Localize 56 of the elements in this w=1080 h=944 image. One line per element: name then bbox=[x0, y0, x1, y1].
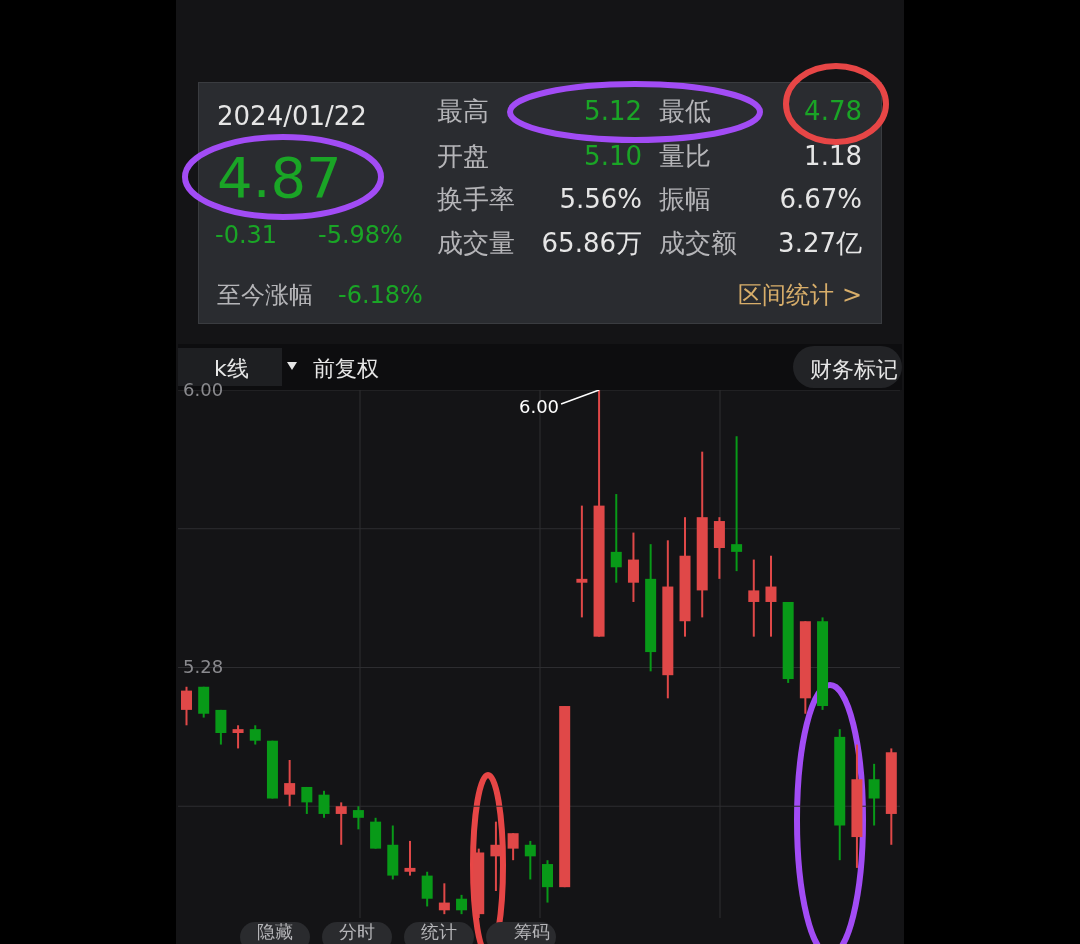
candlestick bbox=[507, 832, 519, 862]
text: -5.98% bbox=[318, 221, 403, 249]
text: -0.31 bbox=[215, 221, 278, 249]
text: 4.78 bbox=[804, 96, 862, 126]
candlestick bbox=[765, 554, 777, 638]
candlestick bbox=[456, 893, 468, 916]
candlestick bbox=[284, 758, 296, 808]
candlestick bbox=[421, 870, 433, 908]
text: 1.18 bbox=[804, 141, 862, 171]
text: 筹码 bbox=[514, 921, 550, 942]
text: 2024/01/22 bbox=[217, 101, 367, 131]
text: -6.18% bbox=[338, 281, 423, 309]
text: 隐藏 bbox=[257, 921, 293, 942]
candlestick bbox=[181, 685, 192, 727]
text: 5.56% bbox=[559, 184, 642, 214]
text: 振幅 bbox=[659, 184, 711, 214]
text: 成交额 bbox=[659, 228, 737, 258]
candlestick bbox=[335, 801, 347, 846]
candlestick bbox=[301, 785, 313, 815]
candlestick bbox=[731, 435, 743, 573]
y-tick-label: 5.28 bbox=[183, 656, 224, 678]
candlestick bbox=[868, 762, 880, 827]
text: k线 bbox=[214, 356, 249, 381]
candlestick bbox=[404, 839, 416, 877]
candlestick bbox=[438, 882, 450, 916]
candlestick bbox=[232, 724, 244, 750]
candlestick bbox=[610, 493, 622, 584]
candlestick bbox=[318, 789, 330, 819]
annotation: 6.00 bbox=[518, 396, 560, 417]
candlestick bbox=[352, 805, 364, 831]
text: 换手率 bbox=[437, 184, 515, 214]
text: 65.86万 bbox=[541, 228, 642, 258]
text: 开盘 bbox=[437, 141, 489, 171]
text: 5.12 bbox=[584, 96, 642, 126]
text: 量比 bbox=[659, 141, 711, 171]
candlestick bbox=[542, 859, 553, 904]
text: 统计 bbox=[421, 921, 457, 942]
text: 最低 bbox=[659, 96, 711, 126]
text: 成交量 bbox=[437, 228, 515, 258]
candlestick bbox=[576, 504, 588, 619]
candlestick bbox=[490, 820, 502, 893]
text: 3.27亿 bbox=[778, 228, 862, 258]
text: 最高 bbox=[437, 96, 489, 126]
text: 前复权 bbox=[313, 356, 379, 381]
text: 至今涨幅 bbox=[217, 281, 313, 309]
candlestick bbox=[524, 839, 536, 881]
text: 6.67% bbox=[779, 184, 862, 214]
text: 4.87 bbox=[217, 145, 342, 210]
candlestick bbox=[627, 531, 639, 603]
text: 财务标记 bbox=[810, 357, 898, 382]
candlestick bbox=[748, 558, 760, 638]
text: 分时 bbox=[339, 921, 375, 942]
candlestick bbox=[215, 708, 227, 746]
text: 5.10 bbox=[584, 141, 642, 171]
candlestick bbox=[249, 724, 261, 746]
text: 区间统计 > bbox=[738, 281, 862, 309]
